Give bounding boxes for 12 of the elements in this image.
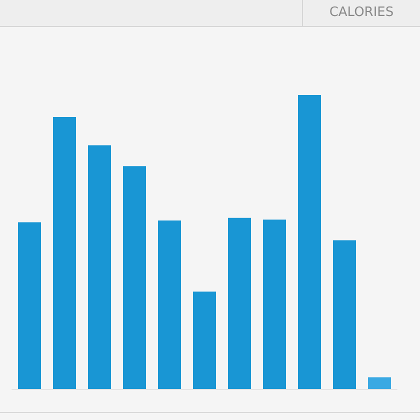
- chart-title: CALORIES: [328, 4, 395, 22]
- bar: [123, 166, 146, 389]
- bar: [193, 292, 216, 389]
- bar: [298, 95, 321, 389]
- bar: [228, 218, 251, 389]
- bar: [333, 240, 356, 389]
- bar: [158, 220, 181, 389]
- bar: [53, 117, 76, 389]
- bar: [88, 145, 111, 389]
- bar: [368, 377, 391, 389]
- bar: [263, 220, 286, 389]
- bar: [18, 222, 41, 389]
